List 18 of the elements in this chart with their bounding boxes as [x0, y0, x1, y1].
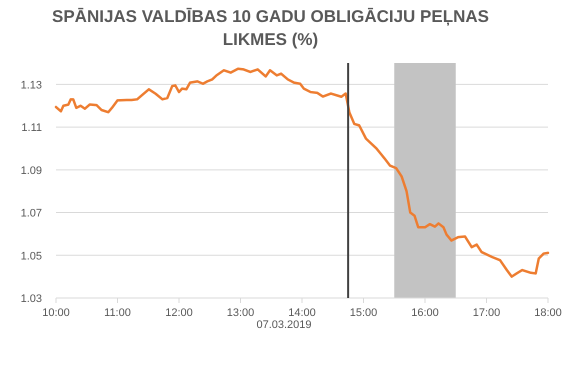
x-tick-label: 12:00	[165, 307, 193, 319]
line-series	[54, 68, 550, 278]
y-tick-label: 1.03	[20, 293, 42, 305]
x-tick-label: 10:00	[42, 307, 70, 319]
x-tick-label: 13:00	[226, 307, 254, 319]
x-tick-label: 17:00	[472, 307, 500, 319]
y-tick-label: 1.09	[20, 164, 42, 177]
x-tick-label: 15:00	[350, 307, 378, 319]
y-tick-label: 1.07	[20, 208, 42, 220]
chart-title: SPĀNIJAS VALDĪBAS 10 GADU OBLIGĀCIJU PEĻNAS LIKMES (%)	[52, 7, 490, 49]
y-tick-label: 1.13	[20, 79, 42, 92]
x-axis-title: 07.03.2019	[256, 319, 312, 331]
y-tick-label: 1.11	[21, 122, 42, 134]
y-tick-label: 1.05	[20, 250, 42, 262]
x-tick-label: 14:00	[288, 307, 316, 319]
x-tick-label: 16:00	[411, 307, 439, 319]
x-tick-label: 11:00	[104, 307, 131, 319]
x-tick-label: 18:00	[534, 307, 562, 319]
